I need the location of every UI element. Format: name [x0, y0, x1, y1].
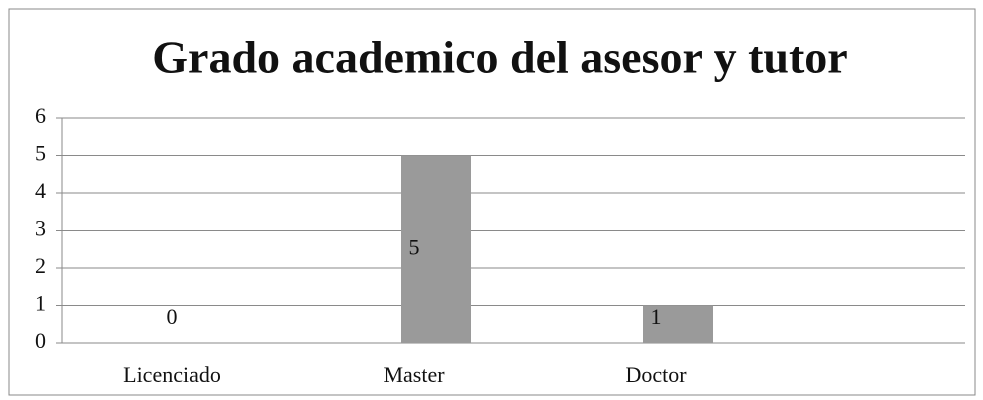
data-label: 0 [167, 304, 178, 329]
y-tick-label: 2 [35, 253, 46, 278]
chart-title: Grado academico del asesor y tutor [152, 32, 847, 83]
y-tick-label: 1 [35, 291, 46, 316]
data-label: 5 [409, 234, 420, 259]
y-tick-label: 4 [35, 178, 46, 203]
data-label: 1 [651, 304, 662, 329]
x-tick-label: Doctor [625, 362, 687, 387]
y-tick-label: 5 [35, 141, 46, 166]
y-tick-label: 0 [35, 328, 46, 353]
chart-border [8, 8, 976, 396]
bar [643, 305, 713, 343]
y-tick-label: 6 [35, 103, 46, 128]
y-tick-label: 3 [35, 216, 46, 241]
x-tick-label: Master [383, 362, 445, 387]
x-tick-label: Licenciado [123, 362, 221, 387]
bar [401, 155, 471, 343]
